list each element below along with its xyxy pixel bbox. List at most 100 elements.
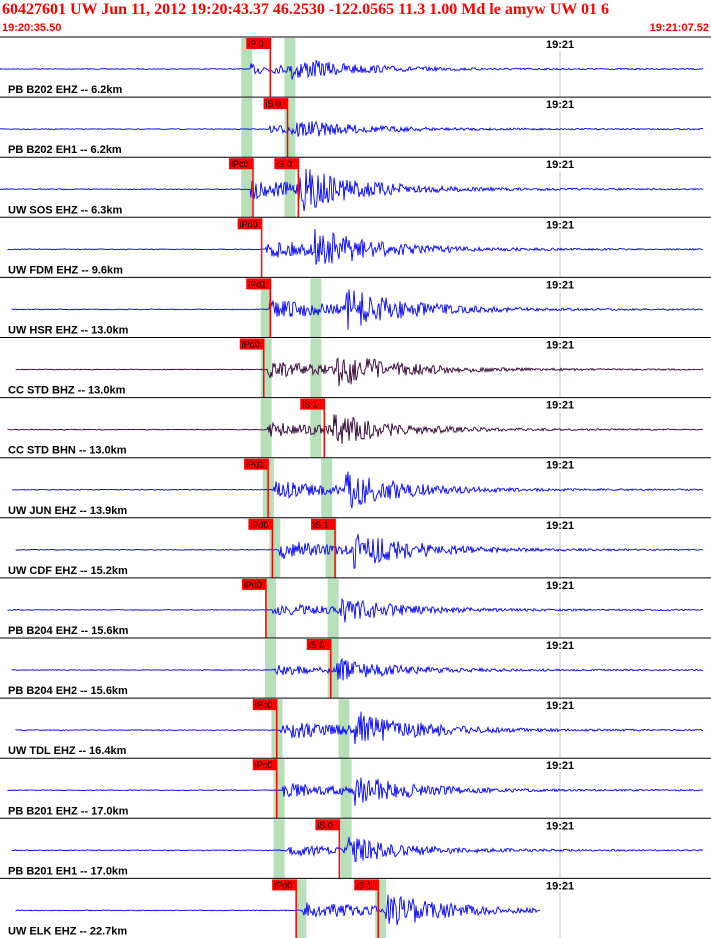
pick-label: iPc0 [255, 700, 273, 710]
pick-label: iPd0 [242, 340, 260, 350]
pick-label: iS 0 [266, 99, 282, 109]
time-marker-label: 19:21 [546, 820, 574, 832]
pick-flag [248, 518, 273, 530]
pick-flag [315, 819, 340, 831]
p-window [260, 398, 272, 458]
pick-flag [252, 759, 277, 771]
time-marker-label: 19:21 [546, 279, 574, 291]
waveform-trace [11, 471, 704, 509]
pick-label: iPd0 [240, 219, 258, 229]
s-window [325, 518, 337, 578]
pick-flag [228, 158, 253, 170]
station-label: UW CDF EHZ -- 15.2km [8, 565, 128, 577]
waveform-trace [11, 657, 704, 681]
p-window [265, 578, 276, 638]
station-label: CC STD BHZ -- 13.0km [8, 385, 126, 397]
p-window [269, 518, 281, 578]
waveform-trace [15, 357, 704, 387]
s-window [284, 98, 296, 158]
waveform-trace [15, 894, 541, 926]
station-label: UW ELK EHZ -- 22.7km [8, 926, 127, 938]
station-label: UW HSR EHZ -- 13.0km [8, 325, 129, 337]
time-marker-label: 19:21 [546, 219, 574, 231]
time-marker-label: 19:21 [546, 400, 574, 412]
station-label: PB B202 EHZ -- 6.2km [8, 84, 123, 96]
pick-label: iPc0 [231, 159, 249, 169]
p-window [295, 879, 307, 938]
pick-label: iPd1 [248, 279, 266, 289]
time-marker-label: 19:21 [546, 880, 574, 892]
s-window [375, 879, 387, 938]
p-window [265, 639, 276, 699]
s-window [338, 699, 350, 759]
pick-label: iPd0 [244, 580, 262, 590]
p-window [273, 759, 285, 819]
pick-flag [246, 38, 271, 49]
p-window [241, 38, 253, 98]
s-window [310, 338, 322, 398]
pick-flag [274, 158, 299, 170]
pick-label: iPd0 [250, 520, 268, 530]
waveform-trace [15, 533, 704, 569]
time-marker-label: 19:21 [546, 760, 574, 772]
s-window [284, 38, 296, 98]
time-marker-label: 19:21 [546, 700, 574, 712]
station-label: CC STD BHN -- 13.0km [8, 445, 127, 457]
s-window [327, 639, 339, 699]
station-label: UW TDL EHZ -- 16.4km [8, 745, 127, 757]
event-title: 60427601 UW Jun 11, 2012 19:20:43.37 46.… [2, 1, 609, 18]
waveform-trace [11, 837, 704, 862]
time-marker-label: 19:21 [546, 159, 574, 171]
time-marker-label: 19:21 [546, 640, 574, 652]
pick-label: iP 0 [248, 39, 263, 49]
waveform-trace [0, 120, 704, 137]
pick-flag [311, 518, 336, 530]
station-label: PB B201 EH1 -- 17.0km [8, 865, 128, 877]
s-window [321, 458, 333, 518]
pick-label: iS 0 [317, 820, 333, 830]
pick-flag [252, 699, 277, 711]
time-marker-label: 19:21 [546, 580, 574, 592]
s-window [310, 398, 322, 458]
pick-flag [263, 98, 288, 110]
waveform-trace [7, 228, 704, 265]
start-time: 19:20:35.50 [2, 22, 62, 34]
pick-flag [272, 879, 297, 891]
station-label: PB B201 EHZ -- 17.0km [8, 805, 129, 817]
pick-label: iPc0 [255, 760, 273, 770]
pick-label: iS 1 [313, 520, 329, 530]
pick-flag [244, 458, 269, 470]
pick-label: iPd0 [274, 880, 292, 890]
pick-flag [300, 398, 325, 410]
time-marker-label: 19:21 [546, 520, 574, 532]
station-label: UW JUN EHZ -- 13.9km [8, 505, 127, 517]
pick-flag [239, 338, 264, 350]
p-window [241, 158, 253, 218]
time-marker-label: 19:21 [546, 99, 574, 111]
pick-label: iS 0 [276, 159, 292, 169]
pick-flag [246, 278, 271, 290]
pick-flag [306, 639, 331, 650]
station-label: PB B204 EHZ -- 15.6km [8, 625, 129, 637]
time-marker-label: 19:21 [546, 39, 574, 51]
waveform-trace [15, 711, 704, 745]
waveform-trace [7, 777, 704, 806]
waveform-trace [0, 168, 704, 212]
pick-flag [241, 578, 266, 590]
end-time: 19:21:07.52 [649, 22, 709, 34]
pick-label: iS 0 [309, 640, 325, 650]
p-window [241, 98, 253, 158]
p-window [260, 338, 272, 398]
p-window [273, 819, 285, 879]
station-label: UW SOS EHZ -- 6.3km [8, 204, 123, 216]
station-label: UW FDM EHZ -- 9.6km [8, 264, 123, 276]
waveform-trace [7, 414, 704, 444]
s-window [284, 158, 296, 218]
pick-flag [237, 218, 262, 230]
pick-label: iS 1 [302, 400, 318, 410]
s-window [310, 278, 322, 338]
time-marker-label: 19:21 [546, 460, 574, 472]
station-label: PB B202 EH1 -- 6.2km [8, 144, 122, 156]
